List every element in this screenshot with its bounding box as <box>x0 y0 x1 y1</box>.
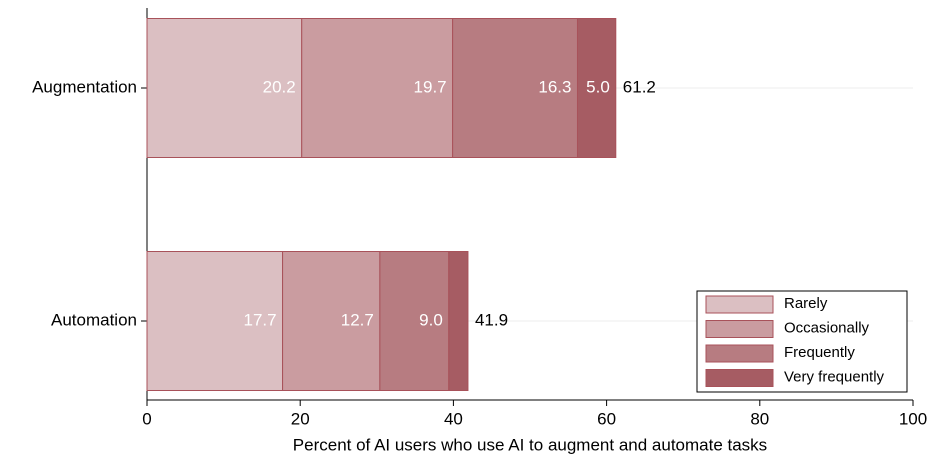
bar-segment <box>452 18 578 158</box>
legend-label: Rarely <box>784 295 828 312</box>
x-tick-label: 40 <box>444 409 463 428</box>
bar-segment <box>301 18 454 158</box>
bar-segment <box>448 251 469 391</box>
bar-segment <box>576 18 617 158</box>
x-axis-title: Percent of AI users who use AI to augmen… <box>293 435 767 454</box>
total-label: 61.2 <box>623 77 656 96</box>
x-tick-label: 100 <box>899 409 927 428</box>
legend-label: Occasionally <box>784 319 870 336</box>
value-label: 17.7 <box>243 310 276 329</box>
legend-swatch <box>705 320 774 338</box>
bar-segment <box>146 18 303 158</box>
value-label: 5.0 <box>586 77 610 96</box>
value-label: 19.7 <box>414 77 447 96</box>
x-tick-label: 60 <box>597 409 616 428</box>
bar-segment <box>146 251 284 391</box>
total-label: 41.9 <box>475 310 508 329</box>
value-label: 9.0 <box>419 310 443 329</box>
x-tick-label: 80 <box>750 409 769 428</box>
value-label: 16.3 <box>538 77 571 96</box>
bar-segment <box>282 251 381 391</box>
legend-label: Very frequently <box>784 368 885 385</box>
legend-swatch <box>705 369 774 387</box>
legend-label: Frequently <box>784 344 855 361</box>
value-label: 20.2 <box>263 77 296 96</box>
x-tick-label: 0 <box>142 409 151 428</box>
y-tick-label: Automation <box>51 310 137 329</box>
legend-swatch <box>705 344 774 363</box>
legend-swatch <box>705 295 774 314</box>
x-tick-label: 20 <box>291 409 310 428</box>
value-label: 12.7 <box>341 310 374 329</box>
bar-segment <box>379 251 450 391</box>
y-tick-label: Augmentation <box>32 77 137 96</box>
